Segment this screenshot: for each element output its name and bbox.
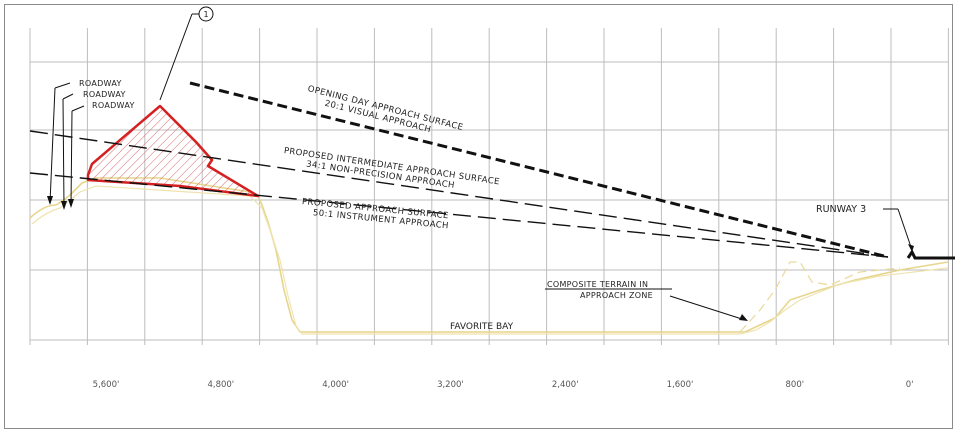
terrain-label-1: COMPOSITE TERRAIN IN [547,280,648,289]
x-tick-label: 3,200' [437,380,464,390]
runway-end [883,208,955,260]
x-tick-label: 5,600' [93,380,120,390]
runway-label: RUNWAY 3 [816,204,866,215]
roadway-label-2: ROADWAY [83,90,126,99]
x-tick-label: 4,000' [322,380,349,390]
x-tick-label: 0' [906,380,914,390]
x-tick-label: 2,400' [552,380,579,390]
roadway-label-3: ROADWAY [92,101,135,110]
terrain-leader [545,288,748,321]
grid [29,28,949,345]
x-axis: 5,600' 4,800' 4,000' 3,200' 2,400' 1,600' 800'… [93,380,914,390]
x-tick-label: 4,800' [207,380,234,390]
callout-1: 1 [159,6,214,101]
drawing-border [4,4,953,429]
intermediate-surface-line [29,130,889,258]
obstruction-area [86,104,260,198]
roadway-label-1: ROADWAY [79,79,122,88]
x-tick-label: 1,600' [667,380,694,390]
water-label: FAVORITE BAY [450,322,514,332]
proposed-surface-line [29,172,889,258]
terrain-profile [29,177,949,335]
callout-number: 1 [203,10,208,19]
roadway-markers [47,82,85,210]
x-tick-label: 800' [786,380,805,390]
terrain-label-2: APPROACH ZONE [580,291,653,300]
approach-surfaces [29,81,889,259]
